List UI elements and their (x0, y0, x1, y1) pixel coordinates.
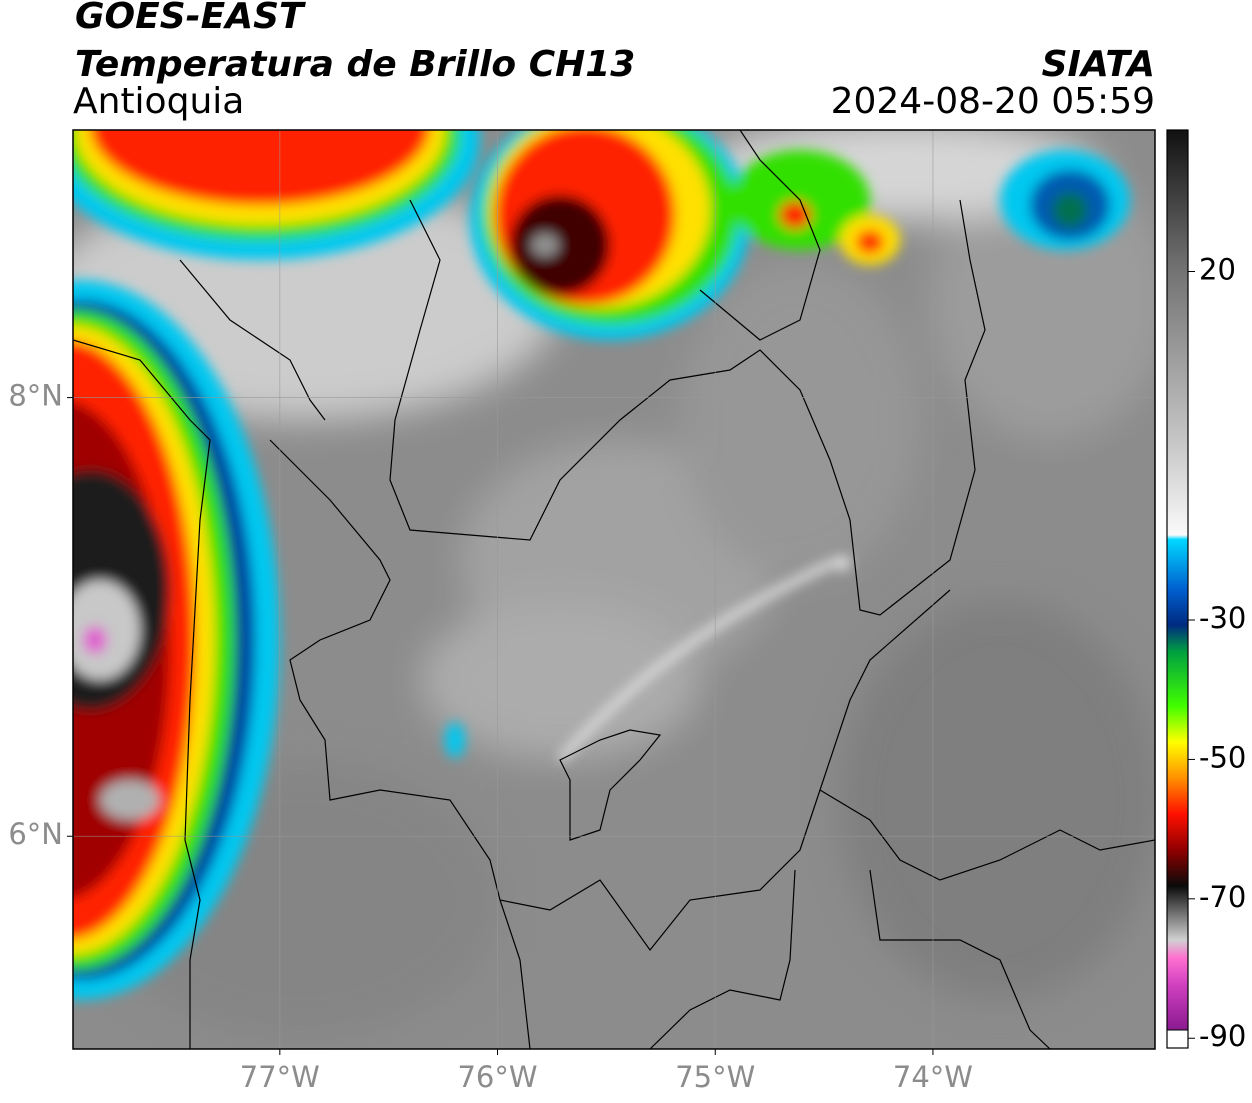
colorbar-frame (1166, 129, 1189, 1049)
colorbar-tick-label: -30 (1199, 601, 1246, 635)
region: Antioquia (73, 81, 244, 122)
colorbar-tick-label: -90 (1199, 1019, 1246, 1053)
borders (73, 130, 1155, 1049)
y-tick-label: 6°N (8, 817, 63, 851)
map-frame (72, 129, 1156, 1050)
x-tick-label: 75°W (675, 1060, 755, 1094)
datetime: 2024-08-20 05:59 (831, 81, 1155, 122)
source: SIATA (1042, 44, 1155, 85)
subtitle: Temperatura de Brillo CH13 (75, 44, 635, 85)
colorbar-tick-label: -70 (1199, 880, 1246, 914)
x-tick-label: 74°W (893, 1060, 973, 1094)
x-tick-label: 77°W (240, 1060, 320, 1094)
x-tick-label: 76°W (457, 1060, 537, 1094)
colorbar-tick-label: 20 (1199, 252, 1236, 286)
gridlines (73, 130, 1155, 1049)
colorbar (1167, 130, 1188, 1030)
colorbar-tick-label: -50 (1199, 740, 1246, 774)
colorbar-extension (1166, 1029, 1189, 1049)
y-tick-label: 8°N (8, 379, 63, 413)
satellite-image (73, 130, 1155, 1049)
title: GOES-EAST (75, 0, 306, 37)
